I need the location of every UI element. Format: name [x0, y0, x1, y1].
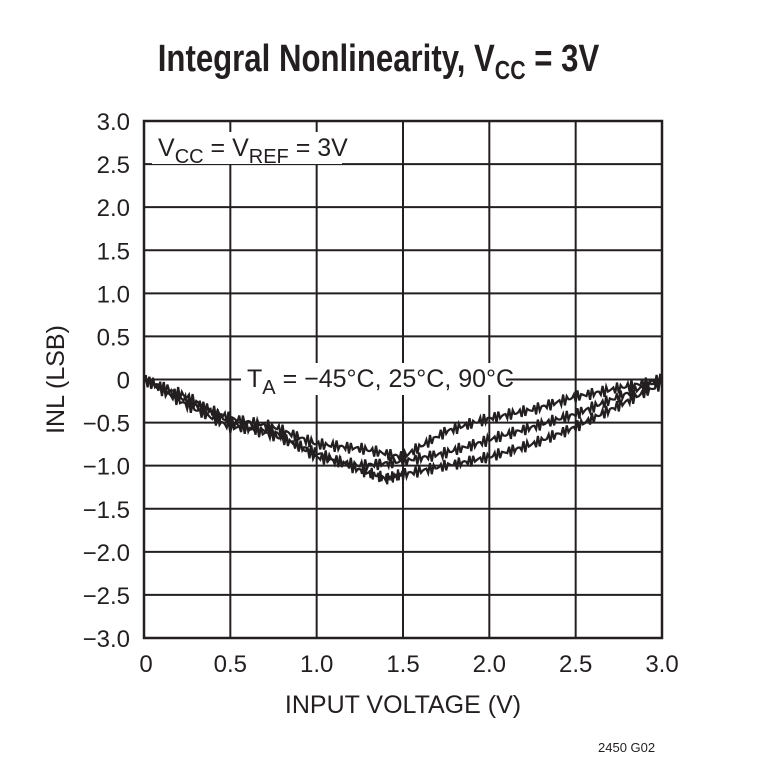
- y-tick-label: −1.0: [83, 454, 130, 481]
- y-tick-label: 1.0: [97, 281, 130, 308]
- condition-annotation-bg: [152, 132, 342, 164]
- x-tick-label: 1.5: [386, 651, 419, 678]
- y-tick-label: −1.5: [83, 497, 130, 524]
- x-tick-label: 0.5: [214, 651, 247, 678]
- y-tick-label: 3.0: [97, 109, 130, 136]
- x-tick-label: 1.0: [300, 651, 333, 678]
- condition-annotation: VCC = VREF = 3V: [158, 134, 348, 168]
- y-tick-label: 2.0: [97, 195, 130, 222]
- x-axis-label: INPUT VOLTAGE (V): [285, 691, 521, 719]
- y-tick-label: 0.5: [97, 324, 130, 351]
- series-line-2: [143, 373, 664, 473]
- temperature-annotation-bg: [241, 363, 506, 395]
- x-tick-label: 3.0: [645, 651, 678, 678]
- y-tick-label: 2.5: [97, 152, 130, 179]
- x-tick-label: 0: [139, 651, 152, 678]
- x-tick-label: 2.0: [473, 651, 506, 678]
- temperature-annotation: TA = −45°C, 25°C, 90°C: [247, 365, 514, 399]
- y-axis-label: INL (LSB): [42, 325, 70, 434]
- y-tick-label: −2.0: [83, 540, 130, 567]
- y-tick-label: −0.5: [83, 411, 130, 438]
- x-tick-label: 2.5: [559, 651, 592, 678]
- y-tick-label: −3.0: [83, 626, 130, 653]
- y-tick-label: 0: [117, 368, 130, 395]
- series-line-3: [143, 374, 664, 485]
- figure-code: 2450 G02: [598, 740, 656, 755]
- y-tick-label: −2.5: [83, 583, 130, 610]
- chart-title: Integral Nonlinearity, VCC = 3V: [157, 38, 600, 85]
- y-tick-label: 1.5: [97, 238, 130, 265]
